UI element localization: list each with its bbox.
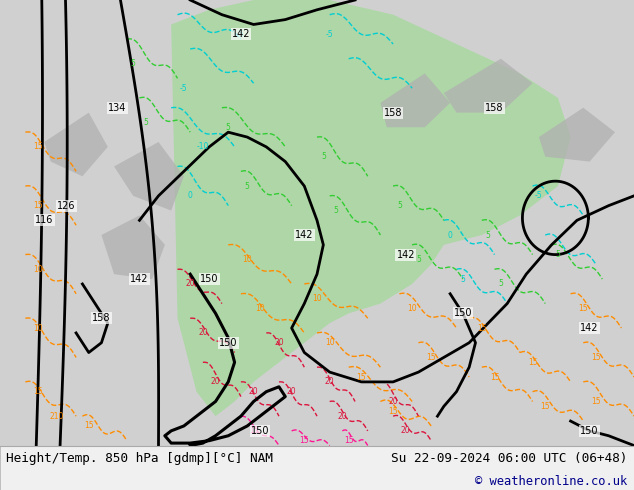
- Text: 5: 5: [397, 201, 402, 210]
- Text: 10: 10: [407, 304, 417, 313]
- Text: 20: 20: [274, 338, 284, 347]
- Text: 0: 0: [188, 191, 193, 200]
- Text: 15: 15: [527, 358, 538, 367]
- Polygon shape: [171, 0, 571, 416]
- Text: 20: 20: [337, 412, 347, 421]
- Polygon shape: [101, 216, 165, 279]
- Text: 5: 5: [333, 206, 339, 215]
- Text: 15: 15: [33, 143, 43, 151]
- Text: 142: 142: [130, 274, 149, 284]
- Text: 126: 126: [57, 200, 76, 211]
- Text: 150: 150: [200, 274, 219, 284]
- Text: Su 22-09-2024 06:00 UTC (06+48): Su 22-09-2024 06:00 UTC (06+48): [391, 452, 628, 466]
- Text: 5: 5: [245, 182, 250, 191]
- Text: 15: 15: [540, 402, 550, 411]
- FancyBboxPatch shape: [0, 445, 634, 490]
- Text: 5: 5: [498, 279, 503, 289]
- Text: 150: 150: [219, 338, 238, 348]
- Text: 15: 15: [489, 372, 500, 382]
- Text: 10: 10: [255, 304, 265, 313]
- Text: -5: -5: [180, 84, 188, 93]
- Text: Height/Temp. 850 hPa [gdmp][°C] NAM: Height/Temp. 850 hPa [gdmp][°C] NAM: [6, 452, 273, 466]
- Text: 10: 10: [325, 338, 335, 347]
- Text: 5: 5: [416, 255, 421, 264]
- Polygon shape: [539, 108, 615, 162]
- Text: 15: 15: [344, 436, 354, 445]
- Text: 15: 15: [388, 407, 398, 416]
- Text: -5: -5: [535, 191, 543, 200]
- Text: 20: 20: [325, 377, 335, 387]
- Text: 15: 15: [33, 387, 43, 396]
- Text: 5: 5: [131, 59, 136, 68]
- Text: 210: 210: [50, 412, 64, 421]
- Text: 15: 15: [578, 304, 588, 313]
- Text: -10: -10: [197, 143, 209, 151]
- Text: 15: 15: [84, 421, 94, 430]
- FancyBboxPatch shape: [0, 0, 634, 445]
- Text: 0: 0: [448, 230, 453, 240]
- Polygon shape: [380, 74, 450, 127]
- Text: 10: 10: [312, 294, 322, 303]
- Text: 142: 142: [231, 29, 250, 39]
- Text: 15: 15: [591, 353, 601, 362]
- Text: 5: 5: [226, 123, 231, 132]
- Text: 5: 5: [460, 274, 465, 284]
- Text: 15: 15: [249, 426, 259, 435]
- Text: 15: 15: [33, 201, 43, 210]
- Text: 5: 5: [321, 152, 326, 161]
- Text: 134: 134: [108, 103, 126, 113]
- Text: 15: 15: [356, 372, 366, 382]
- Text: 5: 5: [486, 230, 491, 240]
- Text: 158: 158: [485, 103, 504, 113]
- Text: 20: 20: [388, 397, 398, 406]
- Text: -5: -5: [326, 30, 333, 39]
- Text: 158: 158: [384, 108, 403, 118]
- Text: 20: 20: [210, 377, 221, 387]
- Text: 5: 5: [555, 250, 560, 259]
- Text: 15: 15: [299, 436, 309, 445]
- Text: 10: 10: [33, 323, 43, 333]
- Text: 142: 142: [580, 323, 599, 333]
- Text: 10: 10: [33, 265, 43, 274]
- Text: 20: 20: [185, 279, 195, 289]
- Text: 116: 116: [36, 215, 53, 225]
- Text: 10: 10: [242, 255, 252, 264]
- Text: 20: 20: [249, 387, 259, 396]
- Text: 20: 20: [401, 426, 411, 435]
- Text: 142: 142: [295, 230, 314, 240]
- Text: 20: 20: [198, 328, 208, 338]
- Text: © weatheronline.co.uk: © weatheronline.co.uk: [476, 475, 628, 488]
- Text: 20: 20: [287, 387, 297, 396]
- Text: -5: -5: [237, 30, 245, 39]
- Polygon shape: [444, 59, 533, 113]
- Text: 158: 158: [92, 313, 111, 323]
- Text: 15: 15: [591, 397, 601, 406]
- Polygon shape: [44, 113, 108, 176]
- Polygon shape: [114, 142, 184, 211]
- Text: 150: 150: [453, 308, 472, 318]
- Text: 150: 150: [250, 426, 269, 436]
- Text: 150: 150: [580, 426, 599, 436]
- Text: 142: 142: [396, 249, 415, 260]
- Text: 15: 15: [426, 353, 436, 362]
- Text: 5: 5: [143, 118, 148, 127]
- Text: 15: 15: [477, 323, 487, 333]
